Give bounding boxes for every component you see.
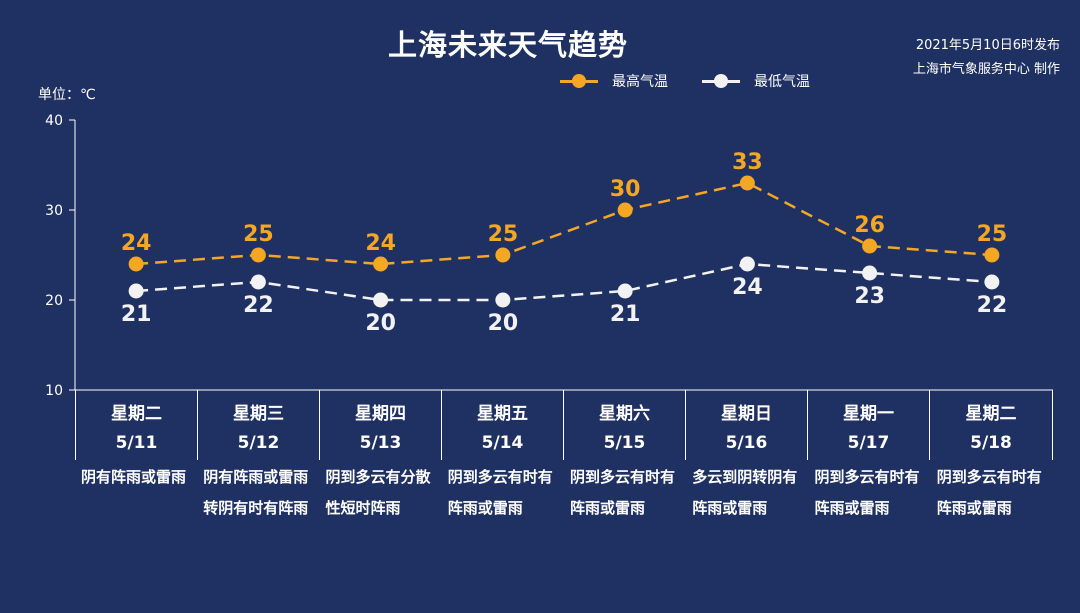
weekday: 星期四 (355, 404, 406, 424)
date: 5/16 (725, 433, 768, 453)
legend-high-label: 最高气温 (612, 74, 668, 90)
low-temp-label: 20 (365, 311, 396, 336)
high-temp-label: 30 (610, 177, 641, 202)
weekday: 星期二 (965, 404, 1017, 424)
day-cell: 星期二 5/11 (76, 390, 198, 460)
high-temp-point (495, 247, 511, 263)
day-cell: 星期日 5/16 (686, 390, 808, 460)
day-cell: 星期三 5/12 (198, 390, 320, 460)
chart-title: 上海未来天气趋势 (387, 28, 628, 62)
publisher: 上海市气象服务中心 制作 (912, 62, 1060, 77)
legend-item-high: 最高气温 (560, 71, 668, 91)
weekday: 星期六 (599, 404, 650, 424)
legend-low-label: 最低气温 (754, 74, 810, 90)
date: 5/13 (359, 433, 402, 453)
legend-low-marker (702, 74, 740, 88)
date: 5/11 (115, 433, 158, 453)
legend-item-low: 最低气温 (702, 71, 810, 91)
weather-row: 阴有阵雨或雷雨 阴有阵雨或雷雨转阴有时有阵雨 阴到多云有分散性短时阵雨 阴到多云… (75, 462, 1053, 524)
y-tick-label: 30 (45, 203, 63, 219)
low-temp-point (250, 274, 266, 290)
low-temp-point (128, 283, 144, 299)
day-cell: 星期五 5/14 (442, 390, 564, 460)
y-tick-label: 20 (45, 293, 63, 309)
day-table: 星期二 5/11 星期三 5/12 星期四 5/13 星期五 5/14 星期六 5/15 … (75, 390, 1053, 460)
weather-description: 多云到阴转阴有阵雨或雷雨 (692, 468, 798, 517)
weather-description: 阴到多云有分散性短时阵雨 (325, 468, 431, 517)
weekday: 星期五 (477, 404, 528, 424)
weather-description: 阴到多云有时有阵雨或雷雨 (570, 468, 676, 517)
low-temp-point (862, 265, 878, 281)
low-temp-point (373, 292, 389, 308)
low-temp-label: 23 (854, 284, 885, 309)
day-cell: 星期四 5/13 (320, 390, 442, 460)
weekday: 星期二 (111, 404, 162, 424)
high-temp-point (250, 247, 266, 263)
low-temp-label: 22 (243, 293, 274, 318)
weather-description: 阴有阵雨或雷雨转阴有时有阵雨 (203, 468, 309, 517)
low-temp-point (617, 283, 633, 299)
high-temp-point (617, 202, 633, 218)
weather-description: 阴有阵雨或雷雨 (81, 468, 187, 486)
low-temp-point (495, 292, 511, 308)
weather-description: 阴到多云有时有阵雨或雷雨 (936, 468, 1042, 517)
day-cell: 星期二 5/18 (930, 390, 1052, 460)
y-tick-label: 10 (45, 383, 63, 399)
weekday: 星期一 (843, 404, 894, 424)
weather-description: 阴到多云有时有阵雨或雷雨 (447, 468, 553, 517)
y-axis-unit: 单位：℃ (38, 87, 96, 103)
date: 5/17 (847, 433, 890, 453)
high-temp-point (862, 238, 878, 254)
date: 5/15 (603, 433, 646, 453)
low-temp-point (739, 256, 755, 272)
low-temp-label: 24 (732, 275, 763, 300)
high-temp-point (984, 247, 1000, 263)
low-temp-label: 21 (610, 302, 641, 327)
high-temp-point (373, 256, 389, 272)
weekday: 星期日 (721, 404, 772, 424)
publish-info: 2021年5月10日6时发布 上海市气象服务中心 制作 (913, 34, 1060, 82)
high-temp-label: 24 (121, 231, 152, 256)
low-temp-label: 20 (488, 311, 519, 336)
day-cell: 星期一 5/17 (808, 390, 930, 460)
series-line-low (136, 262, 992, 302)
high-temp-label: 24 (365, 231, 396, 256)
high-temp-point (739, 175, 755, 191)
low-temp-label: 22 (977, 293, 1008, 318)
legend-high-marker (560, 74, 598, 88)
high-temp-point (128, 256, 144, 272)
weather-description: 阴到多云有时有阵雨或雷雨 (814, 468, 920, 517)
day-cell: 星期六 5/15 (564, 390, 686, 460)
high-temp-label: 25 (488, 222, 519, 247)
high-temp-label: 25 (243, 222, 274, 247)
series-line-high (136, 181, 992, 266)
high-temp-label: 33 (732, 150, 763, 175)
legend: 最高气温 最低气温 (560, 70, 844, 92)
low-temp-point (984, 274, 1000, 290)
low-temp-label: 21 (121, 302, 152, 327)
date: 5/12 (237, 433, 280, 453)
high-temp-label: 26 (854, 213, 885, 238)
date: 5/14 (481, 433, 524, 453)
date: 5/18 (970, 433, 1012, 453)
publish-time: 2021年5月10日6时发布 (915, 38, 1060, 53)
weekday: 星期三 (233, 404, 284, 424)
y-tick-label: 40 (45, 113, 63, 129)
high-temp-label: 25 (977, 222, 1008, 247)
